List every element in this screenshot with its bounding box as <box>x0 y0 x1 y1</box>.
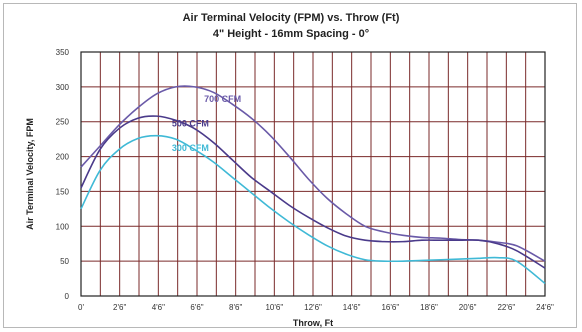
curve-label-500-cfm: 500 CFM <box>172 119 209 129</box>
x-tick-label: 8'6" <box>229 303 242 312</box>
x-tick-label: 6'6" <box>190 303 203 312</box>
curve-label-700-cfm: 700 CFM <box>204 94 241 104</box>
x-tick-label: 2'6" <box>113 303 126 312</box>
x-tick-label: 16'6" <box>381 303 399 312</box>
y-axis-label: Air Terminal Velocity, FPM <box>25 118 35 230</box>
y-tick-label: 0 <box>65 292 70 301</box>
y-tick-label: 350 <box>56 48 70 57</box>
x-tick-label: 0' <box>78 303 84 312</box>
y-tick-label: 200 <box>56 153 70 162</box>
x-tick-label: 10'6" <box>265 303 283 312</box>
x-tick-label: 12'6" <box>304 303 322 312</box>
x-tick-label: 20'6" <box>459 303 477 312</box>
y-tick-label: 250 <box>56 118 70 127</box>
x-tick-label: 14'6" <box>343 303 361 312</box>
series-line-300-cfm <box>80 134 546 285</box>
tick-labels: 0 50 100 150 200 250 300 350 0' 2'6" 4'6" 6'6" 8'6" 1… <box>56 48 554 312</box>
series-line-500-cfm <box>80 115 546 269</box>
chart-subtitle: 4" Height - 16mm Spacing - 0° <box>212 28 370 40</box>
x-tick-label: 22'6" <box>497 303 515 312</box>
curve-labels: 700 CFM 500 CFM 300 CFM <box>172 94 241 153</box>
x-tick-label: 18'6" <box>420 303 438 312</box>
x-tick-label: 4'6" <box>152 303 165 312</box>
x-axis-label: Throw, Ft <box>293 318 333 328</box>
y-tick-label: 100 <box>56 222 70 231</box>
plot-border <box>80 51 546 297</box>
chart-title: Air Terminal Velocity (FPM) vs. Throw (F… <box>182 12 400 24</box>
y-tick-label: 50 <box>60 257 69 266</box>
x-tick-label: 24'6" <box>536 303 554 312</box>
y-tick-label: 150 <box>56 187 70 196</box>
curve-label-300-cfm: 300 CFM <box>172 143 209 153</box>
series-lines <box>80 85 546 285</box>
y-tick-label: 300 <box>56 83 70 92</box>
grid <box>80 51 546 297</box>
